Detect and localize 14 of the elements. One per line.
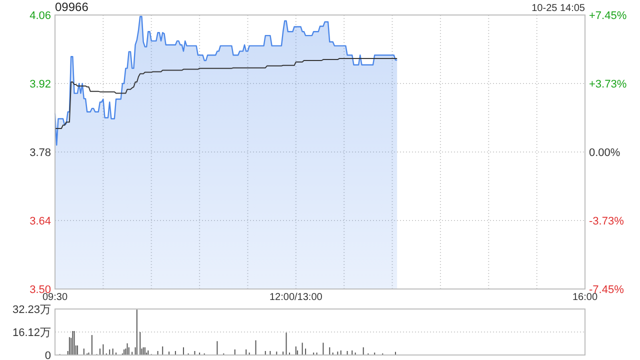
chart-title: 09966 bbox=[55, 0, 89, 14]
y2-tick-label: +3.73% bbox=[589, 78, 627, 90]
y-tick-label: 3.92 bbox=[30, 78, 51, 90]
y2-tick-label: 0.00% bbox=[589, 147, 620, 159]
y-tick-label: 32.23万 bbox=[12, 304, 51, 316]
y-tick-label: 4.06 bbox=[30, 10, 51, 22]
x-tick-label: 12:00/13:00 bbox=[269, 292, 323, 303]
text: 10-25 14:05 bbox=[532, 3, 586, 14]
y2-tick-label: +7.45% bbox=[589, 10, 627, 22]
y-tick-label: 3.78 bbox=[30, 147, 51, 159]
y2-tick-label: -3.73% bbox=[589, 216, 624, 228]
y-tick-label: 16.12万 bbox=[12, 326, 51, 339]
y-tick-label: 0 bbox=[44, 350, 51, 360]
y-tick-label: 3.64 bbox=[30, 216, 51, 228]
